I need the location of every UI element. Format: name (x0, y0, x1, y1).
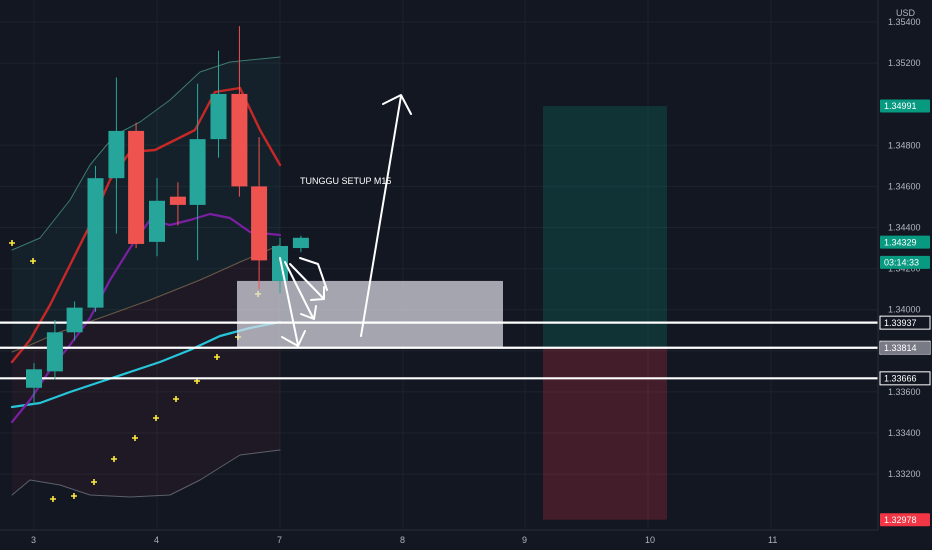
y-tick-label: 1.34400 (888, 223, 921, 233)
candle-body (46, 332, 63, 372)
candle-body (87, 178, 104, 308)
price-label-text: 1.33666 (884, 374, 917, 384)
x-tick-label: 11 (768, 535, 777, 545)
price-label-border (879, 371, 931, 386)
price-label-text: 1.33937 (884, 318, 917, 328)
x-tick-label: 9 (522, 535, 527, 545)
sar-dot (50, 496, 56, 502)
y-tick-label: 1.35200 (888, 58, 921, 68)
down-arrow-4 (299, 257, 328, 291)
candle-body (189, 139, 206, 205)
candle-body (66, 307, 83, 333)
price-label: 1.34991 (880, 99, 930, 113)
price-label: 1.34329 (880, 235, 930, 249)
price-label-text: 03:14:33 (884, 258, 919, 268)
price-label-box (880, 371, 930, 385)
sar-dot (132, 435, 138, 441)
candle-body (231, 93, 248, 187)
candle-body (26, 369, 42, 388)
lower-band-line (11, 449, 281, 498)
candle-body (251, 186, 268, 261)
upper-band-line (11, 56, 281, 251)
x-tick-label: 8 (400, 535, 405, 545)
sar-dot (71, 493, 77, 499)
price-label-box (880, 99, 930, 113)
y-tick-label: 1.34000 (888, 305, 921, 315)
sar-dot (91, 479, 97, 485)
candles (26, 26, 309, 405)
candle-body (128, 130, 145, 244)
sar-dot (111, 456, 117, 462)
price-label-text: 1.34991 (884, 101, 917, 111)
grid (0, 0, 878, 530)
lower-channel-fill (12, 245, 280, 497)
candle-body (272, 245, 288, 281)
price-label: 1.33937 (879, 315, 931, 330)
price-label-text: 1.33814 (884, 343, 917, 353)
up-arrow (360, 94, 412, 337)
basis-line (11, 244, 281, 353)
price-label: 1.32978 (880, 513, 930, 527)
candle-body (292, 237, 309, 249)
cyan-ma-line (10, 320, 282, 409)
price-label: 1.33666 (879, 371, 931, 386)
candle-body (169, 196, 186, 205)
candle-body (149, 200, 165, 242)
currency-label: USD (896, 8, 916, 18)
price-label-box (880, 316, 930, 330)
y-tick-label: 1.33400 (888, 428, 921, 438)
price-label-box (880, 341, 930, 355)
candle-body (108, 130, 125, 179)
time-axis[interactable]: 3 4 7 8 9 10 11 (0, 529, 878, 550)
sar-dot (9, 240, 15, 246)
x-tick-label: 4 (154, 535, 159, 545)
annotation-text: TUNGGU SETUP M15 (300, 176, 391, 186)
candle-body (210, 93, 227, 140)
sar-dot (173, 396, 179, 402)
price-label: 1.33814 (880, 341, 930, 355)
price-label-box (880, 235, 930, 249)
price-label-box (880, 255, 930, 269)
price-label-text: 1.32978 (884, 515, 917, 525)
x-tick-label: 3 (31, 535, 36, 545)
demand-zone-box (237, 280, 503, 348)
drawings: TUNGGU SETUP M15 (279, 94, 412, 347)
down-arrow-1 (279, 257, 306, 347)
price-label-box (880, 513, 930, 527)
y-tick-label: 1.33600 (888, 387, 921, 397)
sar-dot (214, 354, 220, 360)
horizontal-lines (0, 321, 878, 380)
y-tick-label: 1.34800 (888, 140, 921, 150)
y-tick-label: 1.34600 (888, 181, 921, 191)
y-tick-label: 1.35400 (888, 17, 921, 27)
price-label-text: 1.34329 (884, 237, 917, 247)
x-tick-label: 7 (277, 535, 282, 545)
sar-dot (153, 415, 159, 421)
stop-loss-zone (543, 347, 667, 520)
y-tick-label: 1.33200 (888, 469, 921, 479)
sar-dot (30, 258, 36, 264)
down-arrow-3 (289, 263, 325, 301)
price-axis[interactable]: USD 1.35400 1.35200 1.34800 1.34600 1.34400 1… (877, 0, 932, 550)
x-tick-label: 10 (645, 535, 655, 545)
down-arrow-2 (284, 261, 317, 320)
price-label: 03:14:33 (880, 255, 930, 269)
price-label-border (879, 315, 931, 330)
take-profit-zone (543, 106, 667, 348)
